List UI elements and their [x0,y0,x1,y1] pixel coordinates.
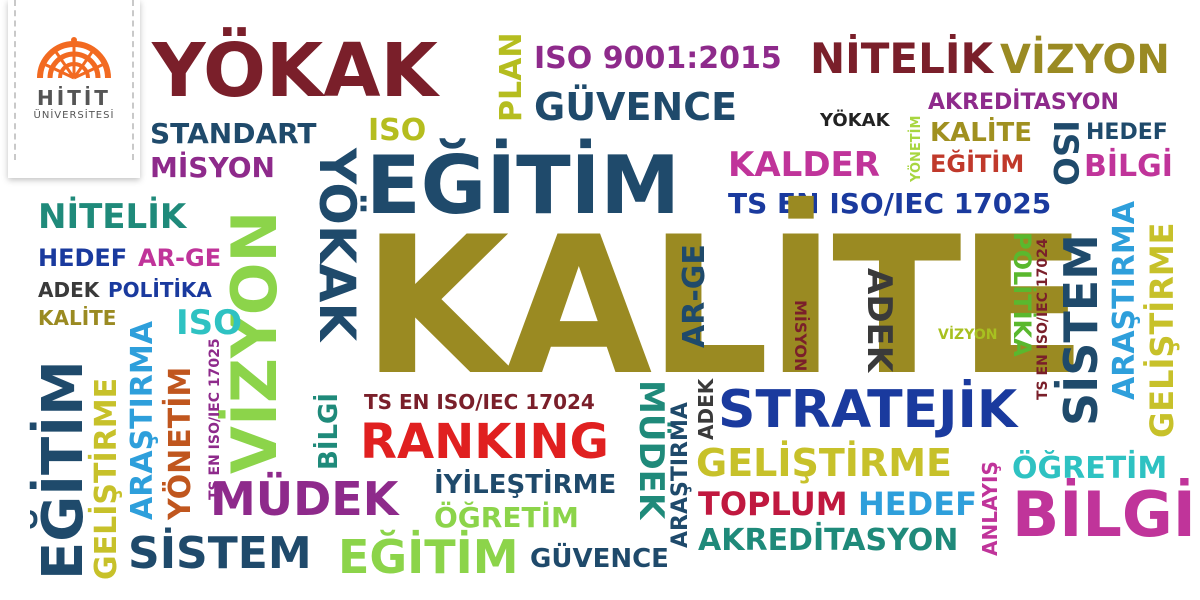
word-yokak-vertical: YÖKAK [308,148,366,342]
logo-subtitle: ÜNİVERSİTESİ [33,110,115,121]
word-stratejik: STRATEJİK [718,380,1018,440]
word-egitim-vertical: EĞİTİM [31,360,96,580]
word-hedef: HEDEF [38,244,128,272]
word-ogretim: ÖĞRETİM [434,501,579,534]
word-kalder: KALDER [728,145,880,185]
logo-ribbon-border [14,0,134,160]
word-ts-17025: TS EN ISO/IEC 17025 [728,187,1052,220]
word-akreditasyon: AKREDİTASYON [698,523,959,558]
word-egitim: EĞİTİM [338,530,519,584]
word-arastirma-vertical: ARAŞTIRMA [668,402,693,548]
word-bilgi: BİLGİ [1084,149,1173,184]
word-adek-vertical: ADEK [859,268,899,373]
word-toplum: TOPLUM [698,485,848,523]
word-ogretim: ÖĞRETİM [1012,451,1168,486]
word-arastirma-vertical: ARAŞTIRMA [125,321,160,520]
word-hedef: HEDEF [1086,120,1168,145]
word-hedef: HEDEF [858,485,977,523]
word-ts-17024: TS EN ISO/IEC 17024 [364,390,595,414]
word-nitelik: NİTELİK [38,197,187,237]
word-sistem: SİSTEM [128,528,312,579]
word-sistem-vertical: SİSTEM [1054,234,1108,426]
word-politika: POLİTİKA [108,278,212,302]
word-yonetim-vertical: YÖNETİM [163,366,198,520]
word-adek: ADEK [38,278,100,302]
word-kalite: KALİTE [930,118,1033,148]
word-nitelik: NİTELİK [810,34,994,83]
word-kalite: KALİTE [38,306,117,330]
word-kalite-large: KALİTE [362,196,1087,417]
logo-notch [8,160,140,178]
word-yokak: YÖKAK [820,110,890,131]
dome-icon [37,37,111,80]
university-logo: HİTİT ÜNİVERSİTESİ [8,0,140,178]
word-mudek: MÜDEK [210,472,399,526]
word-arastirma-vertical: ARAŞTIRMA [1107,201,1142,400]
word-ts-17024-vertical: TS EN ISO/IEC 17024 [1035,238,1051,400]
word-misyon: MİSYON [150,151,275,184]
word-gelistirme-vertical: GELİŞTİRME [1143,222,1181,438]
word-plan: PLAN [494,32,529,122]
word-anlayis-vertical: ANLAYIŞ [978,461,1002,556]
word-gelistirme: GELİŞTİRME [696,441,952,485]
word-iso-9001: ISO 9001:2015 [534,41,782,76]
word-standart: STANDART [150,117,317,150]
word-politika-vertical: POLİTİKA [1008,232,1036,357]
word-guvence: GÜVENCE [530,544,669,574]
word-yokak: YÖKAK [152,28,438,114]
word-misyon-vertical: MİSYON [791,300,810,372]
word-akreditasyon: AKREDİTASYON [928,90,1119,115]
word-bilgi: BİLGİ [1012,478,1196,551]
word-egitim: EĞİTİM [366,139,681,232]
word-bilgi-vertical: BİLGİ [314,392,344,470]
logo-title: HİTİT [37,86,111,110]
word-ranking: RANKING [360,414,609,470]
word-ar-ge-vertical: AR-GE [677,244,712,348]
word-adek-vertical: ADEK [694,378,718,440]
word-vizyon: VİZYON [1000,37,1170,83]
word-yonetim: YÖNETİM [909,115,924,182]
word-iyilestirme: İYİLEŞTİRME [434,470,617,500]
word-iso-vertical: ISO [1045,120,1085,187]
word-iso: ISO [368,113,427,148]
word-gelistirme-vertical: GELİŞTİRME [89,377,124,580]
word-iso: ISO [176,303,243,343]
word-egitim: EĞİTİM [930,150,1025,178]
word-ar-ge: AR-GE [138,244,222,272]
word-mudek-vertical: MÜDEK [631,380,671,520]
word-vizyon-small: VİZYON [938,327,998,343]
word-guvence: GÜVENCE [534,85,738,129]
